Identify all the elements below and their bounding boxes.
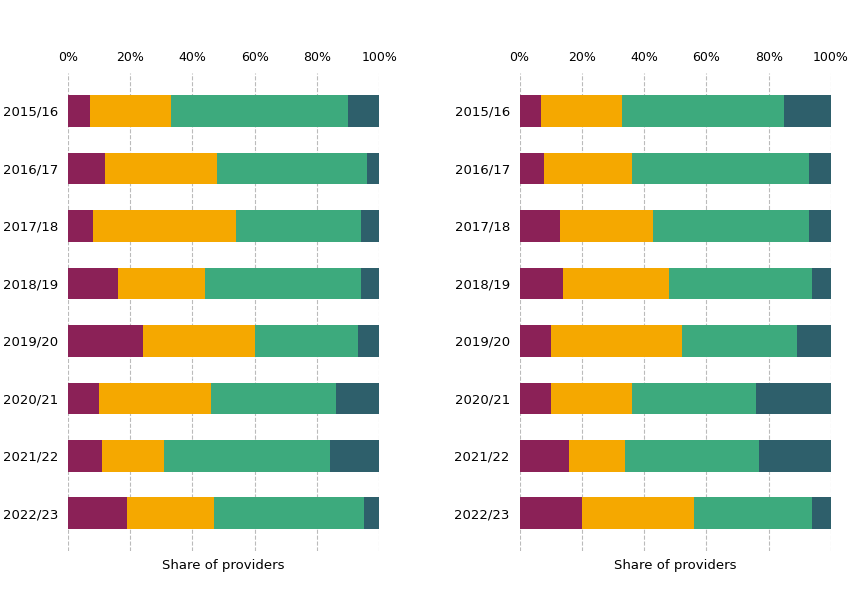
Bar — [215, 498, 364, 529]
Bar — [92, 210, 236, 242]
Bar — [68, 95, 90, 127]
Bar — [217, 152, 367, 184]
Bar — [520, 325, 550, 357]
Bar — [812, 267, 831, 299]
Bar — [349, 95, 379, 127]
Bar — [550, 382, 632, 414]
Bar — [632, 382, 756, 414]
Bar — [654, 210, 809, 242]
Bar — [669, 267, 812, 299]
Bar — [520, 440, 569, 472]
Bar — [330, 440, 379, 472]
Bar — [563, 267, 669, 299]
Bar — [99, 382, 211, 414]
Bar — [254, 325, 358, 357]
Bar — [68, 267, 118, 299]
Bar — [211, 382, 336, 414]
Bar — [809, 152, 831, 184]
Bar — [550, 325, 682, 357]
Bar — [367, 152, 379, 184]
Bar — [809, 210, 831, 242]
Bar — [90, 95, 170, 127]
Bar — [127, 498, 215, 529]
Bar — [165, 440, 330, 472]
Bar — [784, 95, 831, 127]
Bar — [102, 440, 165, 472]
X-axis label: Share of providers: Share of providers — [162, 559, 285, 572]
Bar — [541, 95, 622, 127]
Bar — [520, 498, 582, 529]
Bar — [360, 210, 379, 242]
Bar — [582, 498, 694, 529]
Bar — [520, 210, 560, 242]
Bar — [68, 210, 92, 242]
Bar — [812, 498, 831, 529]
Bar — [622, 95, 784, 127]
Bar — [358, 325, 379, 357]
Bar — [694, 498, 812, 529]
X-axis label: Share of providers: Share of providers — [614, 559, 737, 572]
Bar — [142, 325, 254, 357]
Bar — [68, 152, 105, 184]
Bar — [68, 382, 99, 414]
Bar — [797, 325, 831, 357]
Bar — [520, 267, 563, 299]
Bar — [626, 440, 760, 472]
Bar — [520, 95, 541, 127]
Bar — [632, 152, 809, 184]
Bar — [118, 267, 205, 299]
Bar — [68, 325, 142, 357]
Bar — [520, 152, 544, 184]
Bar — [105, 152, 217, 184]
Bar — [560, 210, 654, 242]
Bar — [205, 267, 360, 299]
Bar — [520, 382, 550, 414]
Bar — [544, 152, 632, 184]
Bar — [760, 440, 831, 472]
Bar — [756, 382, 831, 414]
Bar — [336, 382, 379, 414]
Bar — [682, 325, 797, 357]
Bar — [360, 267, 379, 299]
Bar — [68, 440, 102, 472]
Bar — [236, 210, 360, 242]
Bar — [170, 95, 349, 127]
Bar — [569, 440, 626, 472]
Bar — [68, 498, 127, 529]
Bar — [364, 498, 379, 529]
